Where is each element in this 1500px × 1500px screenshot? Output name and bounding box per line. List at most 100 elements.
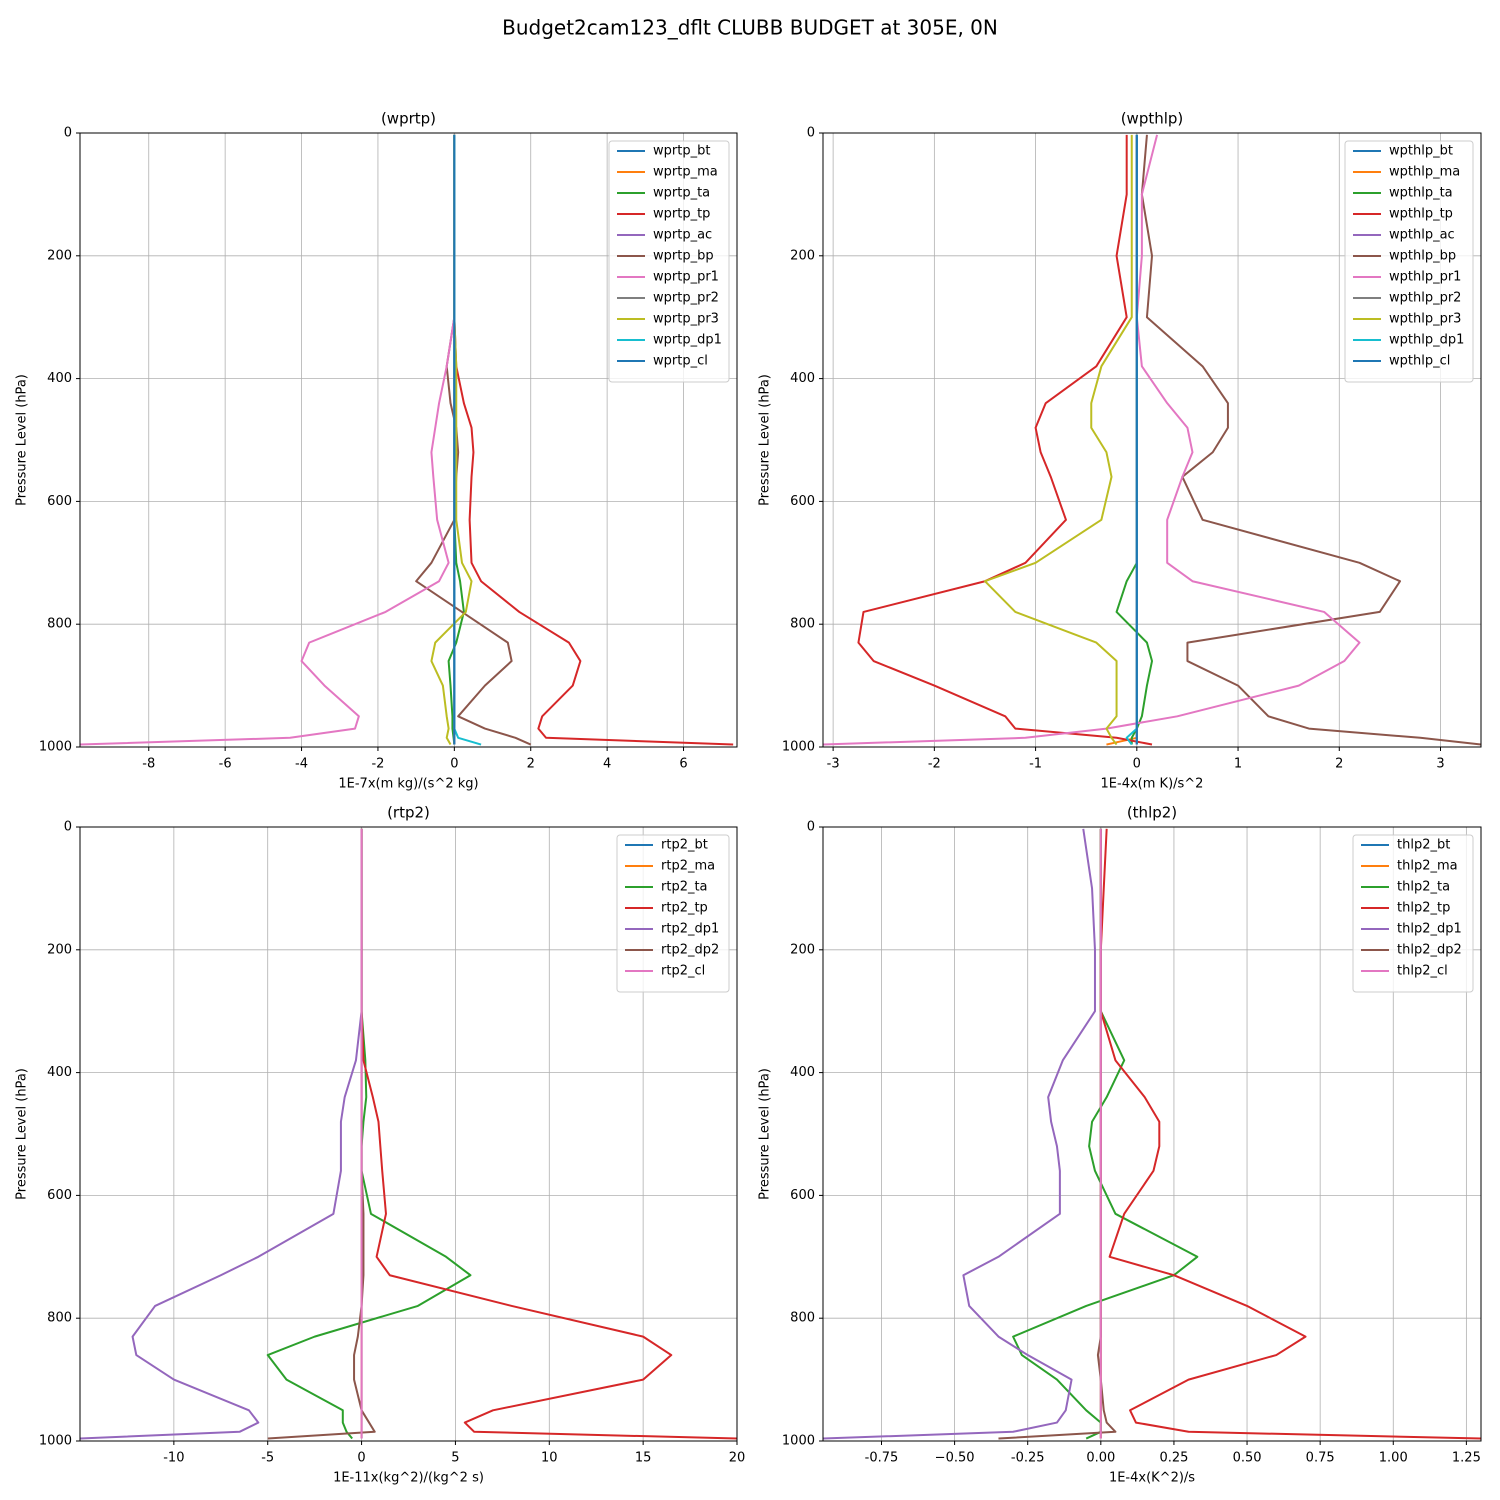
y-tick-label: 200 [47,248,72,263]
legend-label: wpthlp_dp1 [1389,333,1464,348]
legend-box [616,834,730,993]
series-line [983,134,1133,746]
legend-label: thlp2_ta [1397,880,1450,895]
x-tick-label: 1 [1234,757,1242,772]
series-line [857,134,1153,746]
legend-label: wpthlp_tp [1389,207,1453,222]
x-tick-label: 10 [541,1451,558,1466]
legend-label: rtp2_cl [661,964,705,979]
y-tick-label: 1000 [39,1434,72,1449]
series-line [1012,828,1199,1440]
legend-label: rtp2_dp1 [661,922,719,937]
x-tick-label: 5 [451,1451,459,1466]
legend-label: wprtp_pr1 [653,270,719,285]
x-tick-label: 0.50 [1233,1451,1262,1466]
y-axis-label: Pressure Level (hPa) [758,374,773,506]
legend: rtp2_bt rtp2_ma rtp2_ta rtp2_tp rtp2_dp1 rtp2… [616,834,730,993]
x-tick-label: 0.00 [1086,1451,1115,1466]
series-line [80,134,456,746]
legend-label: wprtp_ma [653,165,718,180]
y-tick-label: 0 [64,820,72,835]
legend-label: wpthlp_bp [1389,249,1456,264]
x-tick-label: 3 [1436,757,1444,772]
legend-label: wprtp_cl [653,354,708,369]
x-tick-label: -1 [1029,757,1042,772]
legend-label: wprtp_tp [653,207,710,222]
legend-label: wpthlp_pr3 [1389,312,1461,327]
y-axis-label: Pressure Level (hPa) [15,374,30,506]
legend-label: wpthlp_pr2 [1389,291,1461,306]
series-line [823,828,1096,1440]
x-tick-label: -3 [827,757,840,772]
subplot-title: (wprtp) [381,110,436,128]
legend-label: wprtp_pr2 [653,291,719,306]
legend-box [1352,834,1474,993]
y-tick-label: 200 [790,248,815,263]
x-tick-label: 15 [635,1451,652,1466]
axes-frame [822,826,1482,1442]
legend-label: wprtp_pr3 [653,312,719,327]
x-tick-label: -0.25 [1011,1451,1045,1466]
legend-label: rtp2_ma [661,859,715,874]
axes-frame [822,132,1482,748]
legend-label: rtp2_tp [661,901,708,916]
legend-label: thlp2_dp2 [1397,943,1462,958]
x-tick-label: 1.00 [1379,1451,1408,1466]
legend-label: rtp2_bt [661,838,708,853]
y-tick-label: 0 [807,820,815,835]
legend: wprtp_bt wprtp_ma wprtp_ta wprtp_tp wprtp_ac… [608,140,730,383]
y-tick-label: 0 [64,126,72,141]
x-tick-label: 1.25 [1452,1451,1481,1466]
x-axis-label: 1E-7x(m kg)/(s^2 kg) [338,777,478,792]
x-tick-label: 0 [357,1451,365,1466]
subplot: -8 -6 -4 -2 0 2 4 6 0 200 400 600 800 1000 (wprtp) 1E-7… [15,110,738,792]
y-tick-label: 1000 [39,740,72,755]
legend: wpthlp_bt wpthlp_ma wpthlp_ta wpthlp_tpwpth… [1344,140,1474,383]
y-tick-label: 0 [807,126,815,141]
x-tick-label: -0.75 [865,1451,899,1466]
x-tick-label: -5 [261,1451,274,1466]
y-tick-label: 400 [790,1065,815,1080]
legend-label: thlp2_cl [1397,964,1448,979]
subplot-title: (thlp2) [1127,804,1177,822]
y-tick-label: 600 [47,494,72,509]
x-tick-label: -10 [163,1451,184,1466]
y-tick-label: 800 [790,1311,815,1326]
y-tick-label: 400 [790,371,815,386]
legend-label: wprtp_ac [653,228,712,243]
y-tick-label: 600 [47,1188,72,1203]
y-tick-label: 200 [790,942,815,957]
x-tick-label: 6 [679,757,687,772]
y-axis-label: Pressure Level (hPa) [15,1068,30,1200]
legend-label: wpthlp_pr1 [1389,270,1461,285]
legend: thlp2_bt thlp2_ma thlp2_ta thlp2_tp thlp2_dp… [1352,834,1474,993]
lines [823,828,1481,1440]
legend-label: wpthlp_ta [1389,186,1453,201]
x-tick-label: 0.75 [1306,1451,1335,1466]
x-axis-label: 1E-4x(K^2)/s [1109,1471,1195,1486]
legend-label: wpthlp_ac [1389,228,1455,243]
legend-label: wpthlp_bt [1389,144,1453,159]
x-tick-label: -6 [219,757,232,772]
x-tick-label: 4 [603,757,611,772]
x-axis-label: 1E-4x(m K)/s^2 [1101,777,1204,792]
y-tick-label: 600 [790,494,815,509]
legend-label: wprtp_ta [653,186,710,201]
y-tick-label: 1000 [782,1434,815,1449]
legend-label: thlp2_ma [1397,859,1458,874]
y-tick-label: 800 [47,1311,72,1326]
series-line [1099,828,1481,1440]
axes-frame [79,132,738,748]
legend-label: rtp2_dp2 [661,943,719,958]
legend-label: rtp2_ta [661,880,708,895]
x-tick-label: 20 [729,1451,746,1466]
subplot: -0.75 −0.50 -0.25 0.00 0.25 0.50 0.75 1.00 1.25 0… [758,804,1482,1486]
legend-label: wpthlp_ma [1389,165,1460,180]
legend-label: wprtp_bt [653,144,710,159]
subplot-title: (wpthlp) [1121,110,1184,128]
y-tick-label: 200 [47,942,72,957]
x-tick-label: 0 [450,757,458,772]
x-tick-label: -8 [142,757,155,772]
